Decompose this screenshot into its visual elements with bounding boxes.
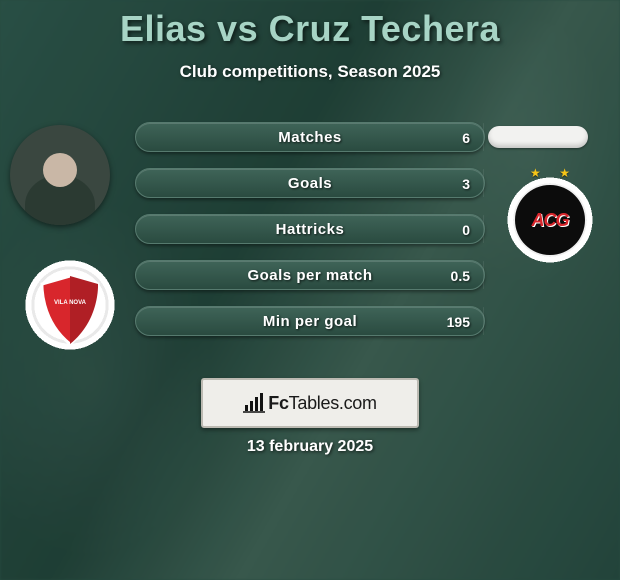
stat-row-goals-per-match: Goals per match 0.5: [135, 260, 485, 290]
stat-value-right: 6: [462, 123, 470, 153]
subtitle: Club competitions, Season 2025: [0, 62, 620, 82]
stat-row-matches: Matches 6: [135, 122, 485, 152]
stat-label: Goals per match: [136, 261, 484, 291]
stat-row-hattricks: Hattricks 0: [135, 214, 485, 244]
player-photo-right-placeholder: [488, 126, 588, 148]
brand-box: FcTables.com: [201, 378, 419, 428]
stat-value-right: 195: [447, 307, 470, 337]
page-title: Elias vs Cruz Techera: [0, 0, 620, 50]
brand-text: FcTables.com: [268, 393, 376, 414]
club-badge-right-text: ACG: [532, 210, 569, 231]
brand-text-bold: Fc: [268, 393, 288, 413]
stat-value-right: 3: [462, 169, 470, 199]
stats-container: Matches 6 Goals 3 Hattricks 0 Goals per …: [135, 122, 485, 352]
stat-value-right: 0.5: [451, 261, 470, 291]
club-badge-left: VILA NOVA: [20, 260, 120, 360]
stat-label: Min per goal: [136, 307, 484, 337]
stat-row-goals: Goals 3: [135, 168, 485, 198]
club-badge-right-inner: ACG: [515, 185, 585, 255]
star-icon: ★: [559, 166, 570, 180]
stat-label: Hattricks: [136, 215, 484, 245]
club-badge-right: ★ ★ ACG: [500, 170, 600, 270]
player-photo-left: [10, 125, 110, 225]
stat-value-right: 0: [462, 215, 470, 245]
shield-icon: VILA NOVA: [38, 274, 102, 346]
star-icon: ★: [530, 166, 541, 180]
date-text: 13 february 2025: [0, 438, 620, 456]
infographic-card: Elias vs Cruz Techera Club competitions,…: [0, 0, 620, 580]
brand-text-rest: Tables.com: [289, 393, 377, 413]
stat-row-min-per-goal: Min per goal 195: [135, 306, 485, 336]
club-badge-left-text: VILA NOVA: [54, 300, 87, 306]
stat-label: Goals: [136, 169, 484, 199]
stat-label: Matches: [136, 123, 484, 153]
bar-chart-icon: [243, 393, 265, 413]
